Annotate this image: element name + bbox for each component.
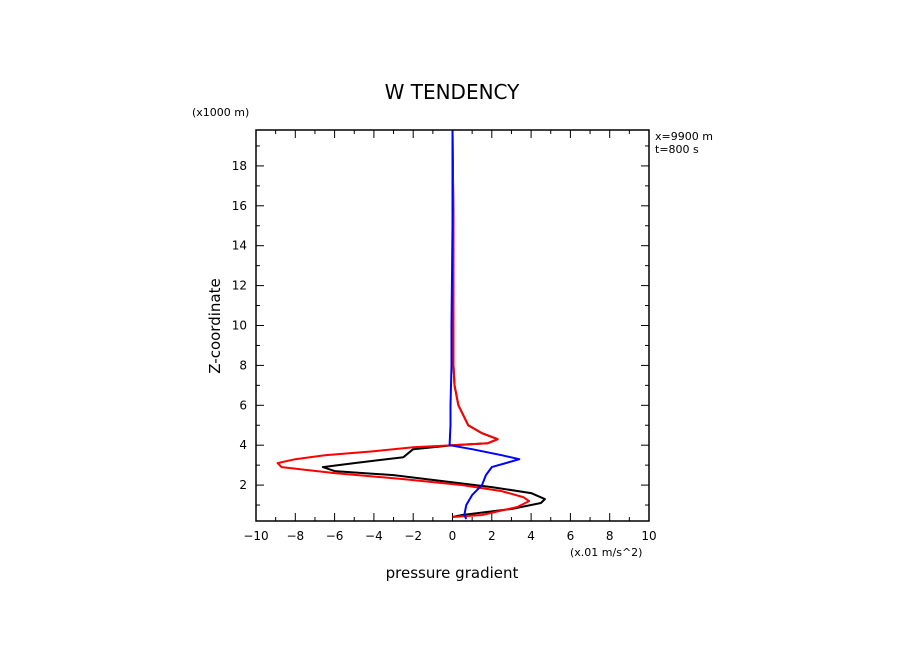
y-unit-label: (x1000 m) (192, 106, 249, 119)
x-unit-label: (x.01 m/s^2) (570, 546, 642, 559)
x-tick-label: 8 (606, 529, 614, 543)
x-axis-label: pressure gradient (386, 564, 519, 582)
y-tick-label: 10 (232, 319, 247, 333)
chart-title: W TENDENCY (385, 80, 521, 104)
x-tick-label: 4 (527, 529, 535, 543)
y-tick-label: 14 (232, 239, 247, 253)
y-tick-label: 4 (239, 438, 247, 452)
x-tick-label: 0 (449, 529, 457, 543)
plot-frame (255, 129, 650, 522)
y-tick-label: 18 (232, 159, 247, 173)
x-tick-label: −10 (243, 529, 268, 543)
x-tick-label: −2 (404, 529, 422, 543)
x-tick-label: 10 (641, 529, 656, 543)
axis-ticks: −10 −8 −6 −4 −2 0 2 4 6 8 10 2 4 6 8 10 12 14 16 18 (232, 130, 657, 543)
series-group (276, 129, 546, 520)
x-tick-label: −6 (326, 529, 344, 543)
x-tick-label: −8 (286, 529, 304, 543)
x-tick-label: 6 (567, 529, 575, 543)
x-tick-label: 2 (488, 529, 496, 543)
y-tick-label: 6 (239, 398, 247, 412)
series-line-2 (276, 129, 531, 518)
annotation-t: t=800 s (655, 143, 699, 156)
series-line-3 (448, 130, 521, 520)
x-tick-label: −4 (365, 529, 383, 543)
y-tick-label: 12 (232, 279, 247, 293)
series-line-1 (321, 129, 546, 518)
y-tick-label: 16 (232, 199, 247, 213)
y-tick-label: 8 (239, 358, 247, 372)
annotation-x: x=9900 m (655, 130, 713, 143)
y-axis-label: Z-coordinate (206, 278, 224, 373)
y-tick-label: 2 (239, 478, 247, 492)
